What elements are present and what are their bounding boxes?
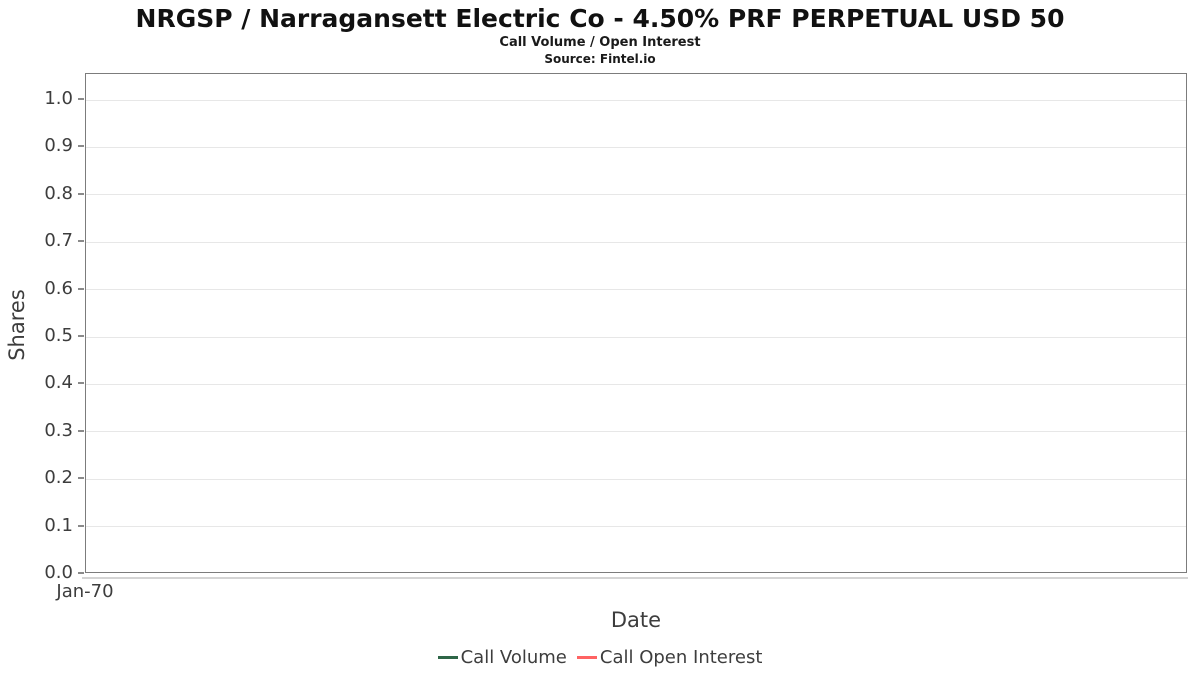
chart-title: NRGSP / Narragansett Electric Co - 4.50%…: [135, 4, 1065, 33]
chart-legend: Call Volume Call Open Interest: [0, 647, 1200, 668]
gridline: [86, 478, 1186, 480]
y-tick-label: 0.4: [44, 372, 73, 394]
legend-label: Call Volume: [460, 647, 567, 668]
y-tick-label: 0.8: [44, 182, 73, 204]
gridline: [86, 431, 1186, 433]
legend-item: Call Open Interest: [576, 647, 763, 668]
gridline: [86, 289, 1186, 291]
plot-area: [85, 73, 1187, 573]
gridline: [86, 194, 1186, 196]
gridline: [86, 241, 1186, 243]
y-tick-label: 0.7: [44, 230, 73, 252]
y-tick-label: 0.1: [44, 514, 73, 536]
y-tick-mark: [78, 335, 84, 338]
chart-subtitle: Call Volume / Open Interest: [499, 35, 701, 50]
y-tick-label: 0.6: [44, 277, 73, 299]
gridline: [86, 336, 1186, 338]
gridline: [86, 146, 1186, 148]
y-tick-mark: [78, 572, 84, 574]
x-axis-title: Date: [610, 608, 662, 632]
gridline: [86, 526, 1186, 528]
y-tick-label: 0.2: [44, 467, 73, 489]
legend-swatch: [576, 656, 597, 659]
chart-source: Source: Fintel.io: [544, 52, 656, 66]
y-tick-label: 0.3: [44, 419, 73, 441]
y-tick-label: 0.0: [44, 562, 73, 583]
y-tick-mark: [78, 287, 84, 290]
y-tick-mark: [78, 524, 84, 527]
y-tick-mark: [78, 98, 84, 101]
y-tick-label: 1.0: [44, 88, 73, 110]
y-tick-mark: [78, 192, 84, 195]
y-tick-mark: [78, 477, 84, 480]
y-tick-mark: [78, 145, 84, 148]
x-axis-line: [82, 577, 1188, 579]
y-tick-label: 0.9: [44, 135, 73, 157]
y-tick-mark: [78, 429, 84, 432]
gridline: [86, 383, 1186, 385]
y-tick-label: 0.5: [44, 325, 73, 347]
x-tick-label: Jan-70: [56, 581, 114, 602]
y-tick-mark: [78, 382, 84, 385]
legend-label: Call Open Interest: [599, 647, 763, 668]
y-tick-mark: [78, 240, 84, 243]
gridline: [86, 99, 1186, 101]
legend-swatch: [437, 656, 458, 659]
legend-item: Call Volume: [437, 647, 567, 668]
